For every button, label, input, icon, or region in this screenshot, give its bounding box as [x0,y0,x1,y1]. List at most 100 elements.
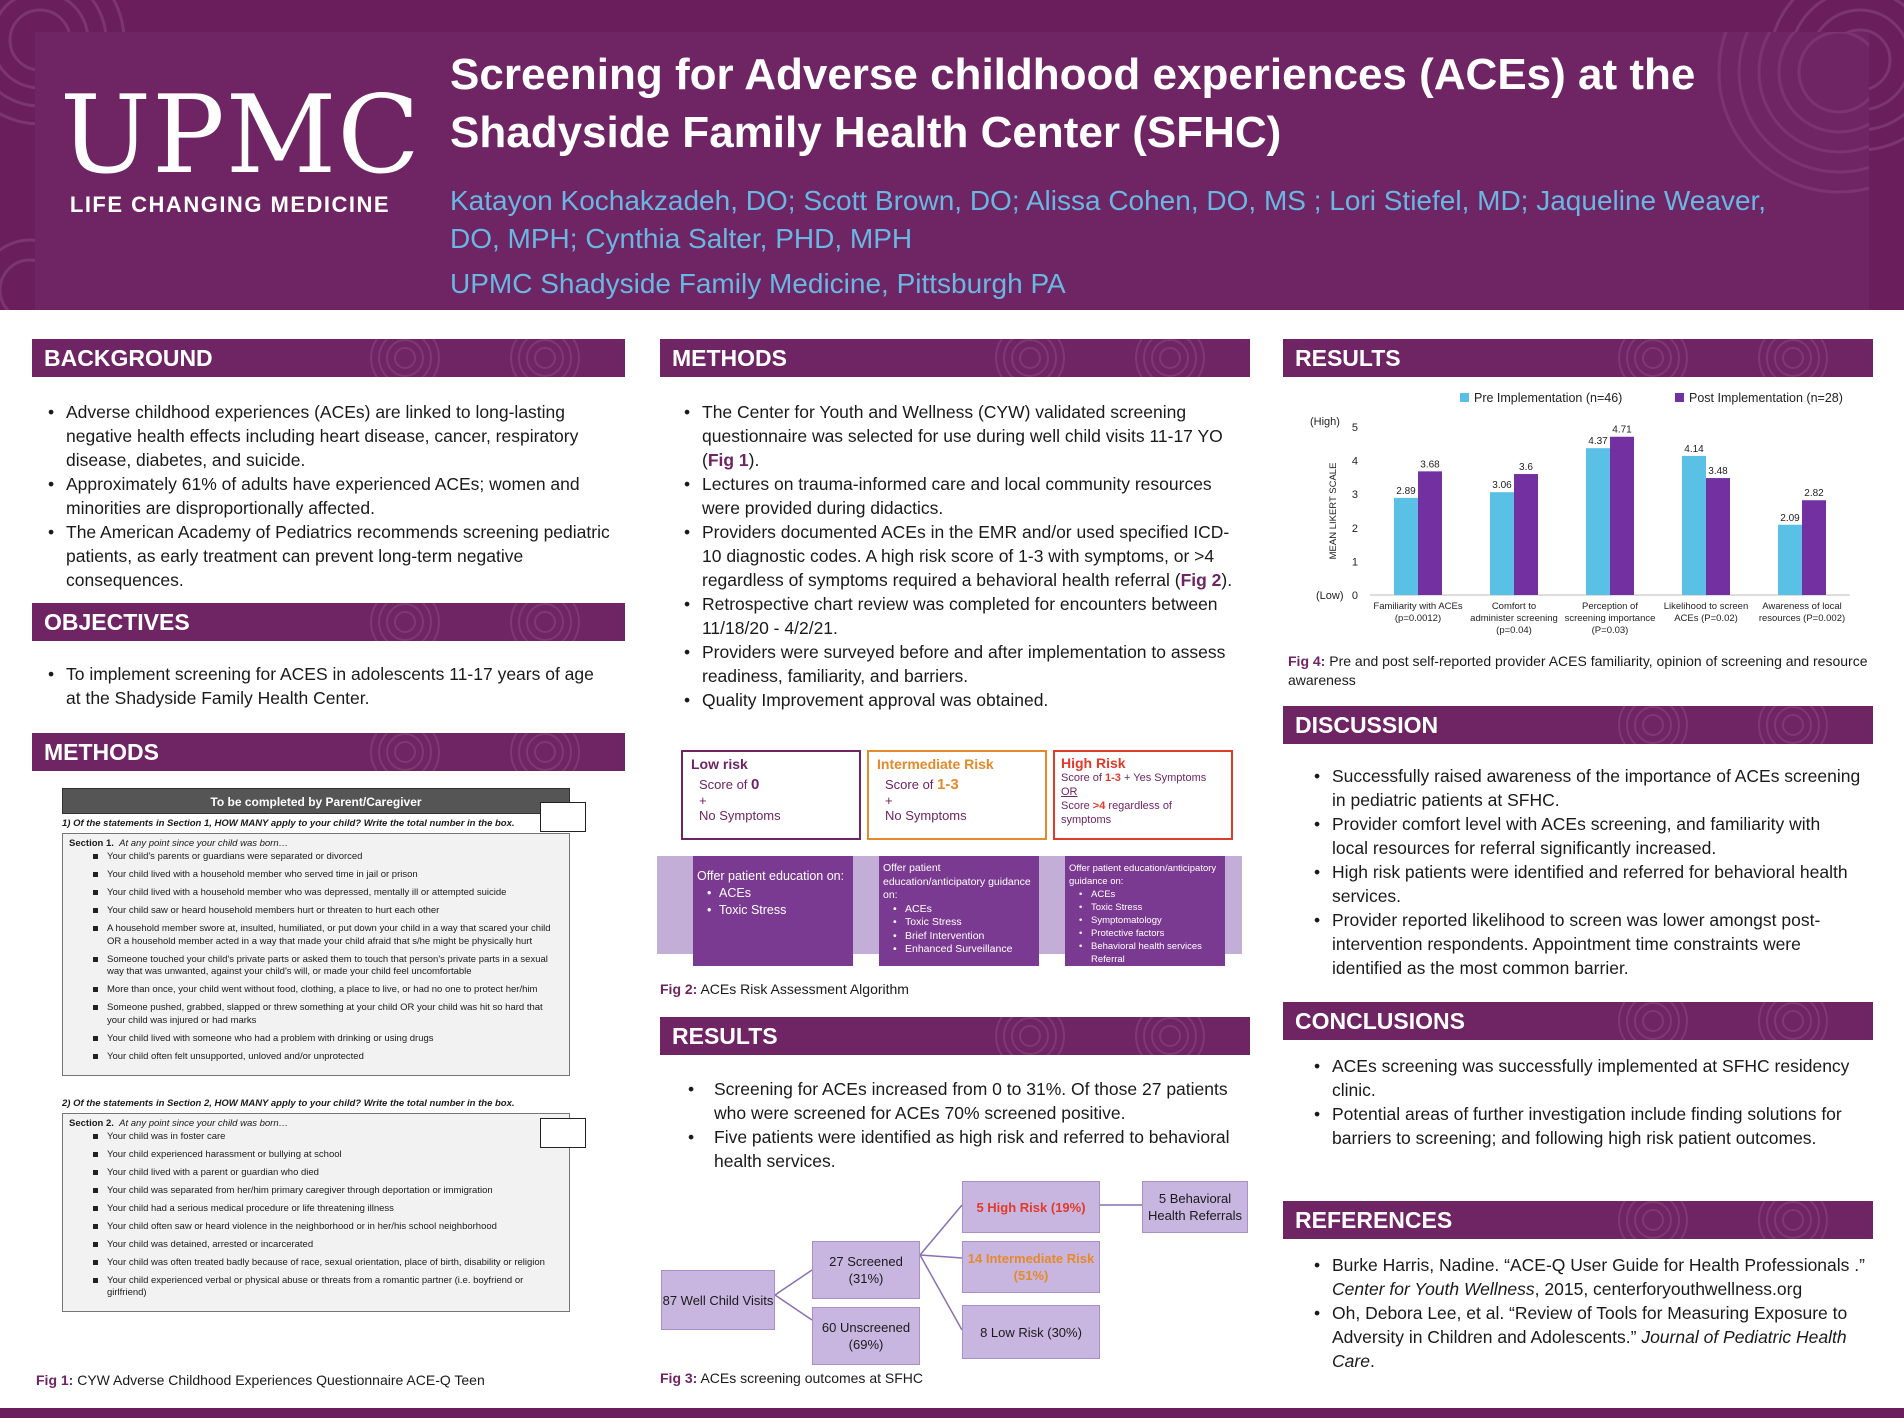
questionnaire-item: More than once, your child went without … [93,984,563,997]
questionnaire-item: Your child's parents or guardians were s… [93,851,563,864]
results-right-heading: RESULTS [1283,339,1873,377]
bar [1682,455,1706,595]
heading-rings [1618,1201,1828,1239]
fig1-link[interactable]: Fig 1 [707,450,749,470]
list-item: Quality Improvement approval was obtaine… [676,688,1246,712]
header-rings [1717,32,1869,194]
heading-rings [1618,339,1828,377]
low-risk-box: Low risk Score of 0 + No Symptoms [681,750,861,840]
poster-header [35,32,1869,310]
intermediate-risk-box: Intermediate Risk Score of 1-3 + No Symp… [867,750,1047,840]
methods-section: The Center for Youth and Wellness (CYW) … [676,400,1246,712]
bar [1778,524,1802,595]
bar-value-label: 4.14 [1684,444,1704,455]
bar-value-label: 2.89 [1396,486,1416,497]
flow-unscreened: 60 Unscreened (69%) [812,1307,920,1365]
list-item: ACEs [893,903,1035,917]
list-item: Symptomatology [1079,914,1221,927]
section-1-list: Your child's parents or guardians were s… [69,851,563,1063]
low-score-val: 0 [751,776,760,793]
list-item: Potential areas of further investigation… [1306,1102,1861,1150]
inter-score-pre: Score of [885,777,938,792]
methods-p1: The Center for Youth and Wellness (CYW) … [702,402,1223,470]
list-item: Toxic Stress [707,902,849,919]
x-category-line: (P=0.03) [1592,625,1629,636]
list-item: Provider comfort level with ACEs screeni… [1306,812,1861,860]
inter-score-val: 1-3 [937,776,959,793]
heading-rings [1618,1002,1828,1040]
questionnaire-item: Your child experienced verbal or physica… [93,1275,563,1300]
list-item: Protective factors [1079,927,1221,940]
likert-bar-chart: Pre Implementation (n=46) Post Implementa… [1310,391,1850,636]
list-item: Toxic Stress [1079,901,1221,914]
intermediate-risk-guidance: Offer patient education/anticipatory gui… [879,856,1039,966]
list-item: Successfully raised awareness of the imp… [1306,764,1861,812]
section-2-title: Section 2. [69,1117,114,1129]
bar [1394,497,1418,595]
questionnaire-item: Someone pushed, grabbed, slapped or thre… [93,1002,563,1027]
ref1-end: , 2015, centerforyouthwellness.org [1534,1279,1803,1299]
flow-referrals: 5 Behavioral Health Referrals [1142,1181,1248,1233]
bar-value-label: 2.09 [1780,513,1800,524]
fig2-link[interactable]: Fig 2 [1180,570,1222,590]
heading-rings [995,1017,1205,1055]
inter-symptoms: No Symptoms [885,808,967,823]
intermediate-risk-score: Score of 1-3 [877,776,1037,793]
flow-intermediate-risk: 14 Intermediate Risk (51%) [962,1241,1100,1293]
objectives-section: To implement screening for ACES in adole… [40,662,610,710]
fig4-label: Fig 4: [1288,653,1326,669]
questionnaire-item: Your child often saw or heard violence i… [93,1221,563,1234]
bar-value-label: 4.71 [1612,425,1632,436]
ref1-text: Burke Harris, Nadine. “ACE-Q User Guide … [1332,1255,1865,1275]
list-item: Providers documented ACEs in the EMR and… [676,520,1246,592]
list-item: Adverse childhood experiences (ACEs) are… [40,400,610,472]
questionnaire-bar: To be completed by Parent/Caregiver [62,788,570,814]
fig3-caption: Fig 3: ACEs screening outcomes at SFHC [660,1370,923,1386]
x-category-line: resources (P=0.002) [1759,613,1845,624]
answer-box-2 [540,1118,586,1148]
list-item: Providers were surveyed before and after… [676,640,1246,688]
list-item: Screening for ACEs increased from 0 to 3… [680,1077,1240,1125]
fig1-text: CYW Adverse Childhood Experiences Questi… [73,1372,485,1388]
x-category-line: Likelihood to screen [1664,601,1749,612]
fig2-label: Fig 2: [660,981,698,997]
methods-p3: Providers documented ACEs in the EMR and… [702,522,1230,590]
background-heading-text: BACKGROUND [44,345,213,371]
y-tick-label: 2 [1352,523,1358,535]
low-score-pre: Score of [699,777,752,792]
list-item: Brief Intervention [893,930,1035,944]
x-category-line: screening importance [1565,613,1656,624]
heading-rings [1618,706,1828,744]
legend-label: Pre Implementation (n=46) [1474,391,1622,405]
questionnaire-item: Your child lived with someone who had a … [93,1033,563,1046]
references-section: Burke Harris, Nadine. “ACE-Q User Guide … [1306,1253,1876,1373]
questionnaire-item: Your child had a serious medical procedu… [93,1203,563,1216]
high-a-post: + Yes Symptoms [1120,772,1207,784]
x-category-label: Awareness of local resources (P=0.002) [1759,601,1845,624]
list-item: Five patients were identified as high ri… [680,1125,1240,1173]
bar [1514,474,1538,595]
list-item: High risk patients were identified and r… [1306,860,1861,908]
reference-1: Burke Harris, Nadine. “ACE-Q User Guide … [1306,1253,1876,1301]
list-item: Lectures on trauma-informed care and loc… [676,472,1246,520]
references-heading: REFERENCES [1283,1201,1873,1239]
heading-rings [995,339,1205,377]
logo-tagline: LIFE CHANGING MEDICINE [69,192,391,217]
heading-rings [370,339,580,377]
poster-title: Screening for Adverse childhood experien… [450,50,1696,157]
fig2-text: ACEs Risk Assessment Algorithm [697,981,909,997]
list-item: To implement screening for ACES in adole… [40,662,610,710]
fig4-caption: Fig 4: Pre and post self-reported provid… [1288,652,1868,690]
methods-left-heading-text: METHODS [44,739,159,765]
bar [1610,436,1634,595]
conclusions-section: ACEs screening was successfully implemen… [1306,1054,1861,1150]
bar [1802,500,1826,595]
heading-rings [370,603,580,641]
list-item: The American Academy of Pediatrics recom… [40,520,610,592]
questionnaire-item: Your child lived with a household member… [93,869,563,882]
list-item: Retrospective chart review was completed… [676,592,1246,640]
fig3-text: ACEs screening outcomes at SFHC [697,1370,923,1386]
methods-heading-text: METHODS [672,345,787,371]
x-category-line: ACEs (P=0.02) [1674,613,1738,624]
flow-connectors [774,1204,1142,1331]
